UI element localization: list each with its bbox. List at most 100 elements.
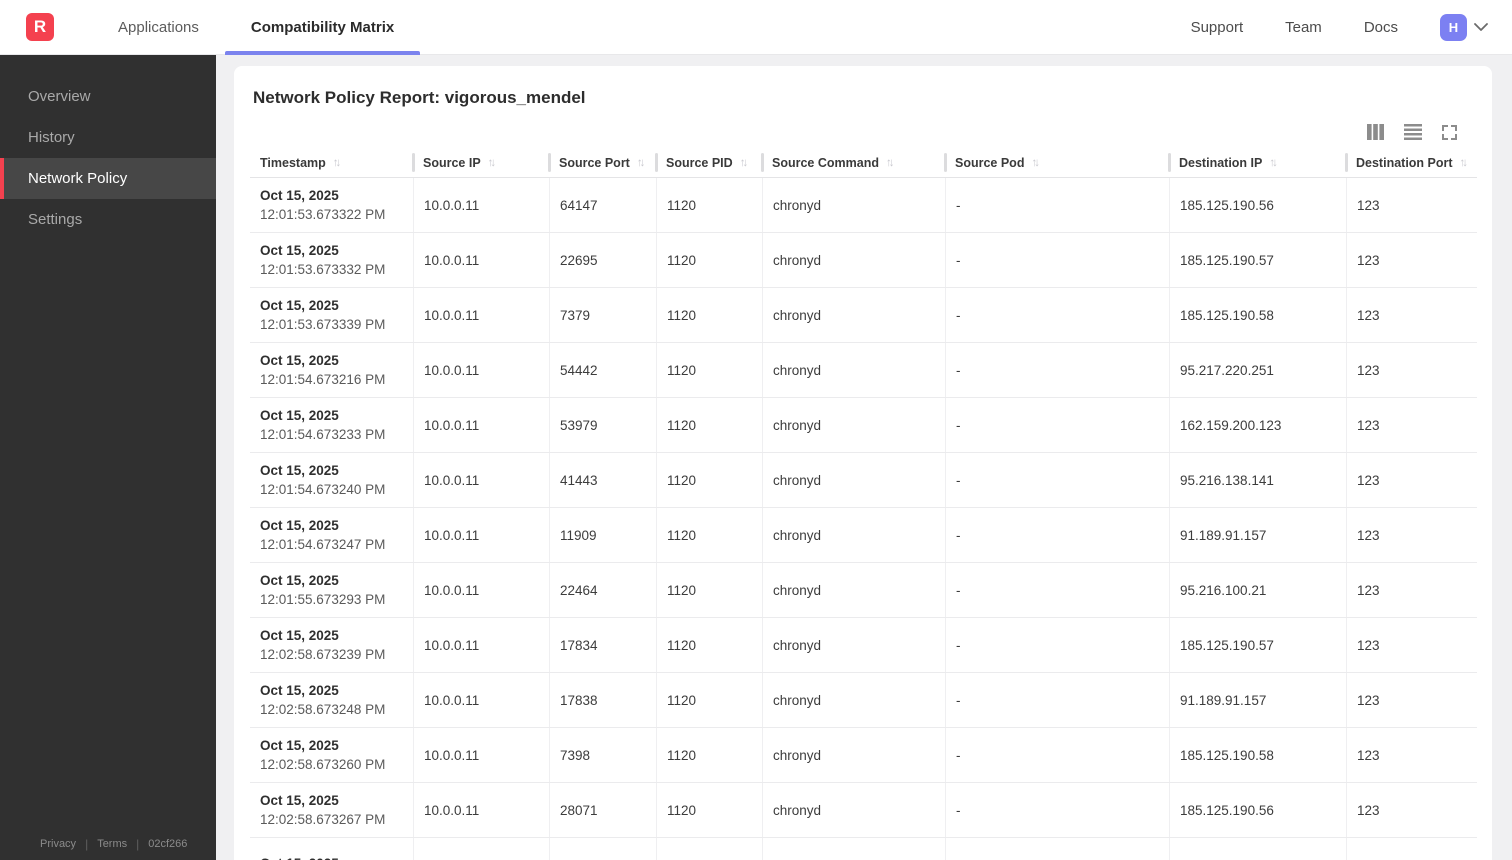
src-port-cell: 7398 (549, 728, 656, 782)
sort-icon[interactable]: ↑↓ (885, 156, 894, 169)
dst-ip-cell: 95.217.220.251 (1169, 343, 1346, 397)
timestamp-date: Oct 15, 2025 (260, 188, 339, 203)
timestamp-time: 12:01:53.673339 PM (260, 317, 386, 332)
table-row: Oct 15, 2025 12:01:54.673247 PM 10.0.0.11 1… (250, 508, 1477, 563)
nav-link-team[interactable]: Team (1285, 18, 1322, 36)
table-row: Oct 15, 2025 12:02:58.673248 PM 10.0.0.11 1… (250, 673, 1477, 728)
src-pod-cell: - (945, 233, 1169, 287)
column-header-source-pid[interactable]: Source PID ↑↓ (655, 148, 762, 177)
sidebar-item-history[interactable]: History (28, 129, 75, 146)
sidebar-item-network-policy[interactable]: Network Policy (0, 158, 216, 199)
tab-compatibility-matrix[interactable]: Compatibility Matrix (224, 0, 421, 55)
src-port-cell (549, 838, 656, 860)
page-title: Network Policy Report: vigorous_mendel (253, 88, 586, 107)
timestamp-date: Oct 15, 2025 (260, 408, 339, 423)
src-pod-cell (945, 838, 1169, 860)
src-port-cell: 64147 (549, 178, 656, 232)
column-header-destination-port[interactable]: Destination Port ↑↓ (1345, 148, 1477, 177)
column-header-source-port[interactable]: Source Port ↑↓ (548, 148, 656, 177)
sort-icon[interactable]: ↑↓ (739, 156, 748, 169)
timestamp-cell: Oct 15, 2025 12:02:58.673260 PM (250, 728, 413, 782)
dst-ip-cell: 185.125.190.57 (1169, 233, 1346, 287)
timestamp-time: 12:01:54.673216 PM (260, 372, 386, 387)
src-pid-cell: 1120 (656, 453, 762, 507)
column-header-label: Timestamp (260, 155, 326, 170)
src-cmd-cell: chronyd (762, 288, 945, 342)
column-header-destination-ip[interactable]: Destination IP ↑↓ (1168, 148, 1346, 177)
table-row: Oct 15, 2025 12:02:58.673260 PM 10.0.0.11 7… (250, 728, 1477, 783)
timestamp-date: Oct 15, 2025 (260, 518, 339, 533)
dst-port-cell (1346, 838, 1477, 860)
src-ip-cell: 10.0.0.11 (413, 398, 549, 452)
src-pid-cell: 1120 (656, 288, 762, 342)
dst-port-cell: 123 (1346, 783, 1477, 837)
sort-icon[interactable]: ↑↓ (1269, 156, 1277, 169)
timestamp-time: 12:02:58.673260 PM (260, 757, 386, 772)
table-row: Oct 15, 2025 12:01:53.673322 PM 10.0.0.11 6… (250, 178, 1477, 233)
timestamp-date: Oct 15, 2025 (260, 738, 339, 753)
src-pid-cell: 1120 (656, 728, 762, 782)
nav-right: Support Team Docs H (1190, 13, 1488, 41)
column-resize-handle[interactable] (1345, 153, 1348, 172)
src-pod-cell: - (945, 618, 1169, 672)
column-header-timestamp[interactable]: Timestamp ↑↓ (250, 148, 413, 177)
column-resize-handle[interactable] (412, 153, 415, 172)
app-logo[interactable]: R (26, 13, 54, 41)
src-ip-cell (413, 838, 549, 860)
privacy-link[interactable]: Privacy (40, 838, 77, 850)
sort-icon[interactable]: ↑↓ (1459, 156, 1468, 169)
timestamp-date: Oct 15, 2025 (260, 856, 339, 860)
column-resize-handle[interactable] (548, 153, 551, 172)
sort-icon[interactable]: ↑↓ (636, 156, 645, 169)
dst-port-cell: 123 (1346, 673, 1477, 727)
src-pid-cell: 1120 (656, 343, 762, 397)
column-resize-handle[interactable] (1168, 153, 1171, 172)
timestamp-date: Oct 15, 2025 (260, 683, 339, 698)
src-ip-cell: 10.0.0.11 (413, 563, 549, 617)
sort-icon[interactable]: ↑↓ (1031, 156, 1039, 169)
sidebar-item-overview[interactable]: Overview (28, 88, 91, 105)
rows-view-icon[interactable] (1404, 124, 1422, 140)
dst-port-cell: 123 (1346, 453, 1477, 507)
sort-icon[interactable]: ↑↓ (487, 156, 496, 169)
page-layout: Overview History Network Policy Settings… (0, 55, 1512, 860)
chevron-down-icon[interactable] (1474, 23, 1488, 31)
column-resize-handle[interactable] (761, 153, 764, 172)
terms-link[interactable]: Terms (97, 838, 128, 850)
column-header-source-ip[interactable]: Source IP ↑↓ (412, 148, 549, 177)
main-content: Network Policy Report: vigorous_mendel T… (216, 55, 1512, 860)
timestamp-cell: Oct 15, 2025 (250, 838, 413, 860)
columns-view-icon[interactable] (1367, 124, 1384, 140)
src-port-cell: 28071 (549, 783, 656, 837)
column-resize-handle[interactable] (655, 153, 658, 172)
column-header-label: Source IP (423, 155, 481, 170)
timestamp-date: Oct 15, 2025 (260, 628, 339, 643)
src-ip-cell: 10.0.0.11 (413, 508, 549, 562)
timestamp-cell: Oct 15, 2025 12:01:53.673332 PM (250, 233, 413, 287)
dst-ip-cell (1169, 838, 1346, 860)
dst-ip-cell: 185.125.190.58 (1169, 728, 1346, 782)
tab-applications[interactable]: Applications (118, 18, 199, 36)
column-header-label: Destination Port (1356, 155, 1453, 170)
src-pod-cell: - (945, 398, 1169, 452)
src-pid-cell: 1120 (656, 508, 762, 562)
nav-link-support[interactable]: Support (1190, 18, 1244, 36)
fullscreen-icon[interactable] (1442, 124, 1457, 140)
sidebar-item-settings[interactable]: Settings (28, 211, 83, 228)
dst-ip-cell: 185.125.190.58 (1169, 288, 1346, 342)
column-header-source-pod[interactable]: Source Pod ↑↓ (944, 148, 1169, 177)
dst-ip-cell: 185.125.190.57 (1169, 618, 1346, 672)
sort-icon[interactable]: ↑↓ (332, 156, 341, 169)
src-cmd-cell (762, 838, 945, 860)
table-row: Oct 15, 2025 12:01:53.673339 PM 10.0.0.11 7… (250, 288, 1477, 343)
column-header-source-command[interactable]: Source Command ↑↓ (761, 148, 945, 177)
nav-link-docs[interactable]: Docs (1363, 18, 1398, 36)
column-header-label: Source Pod (955, 155, 1025, 170)
src-cmd-cell: chronyd (762, 398, 945, 452)
column-resize-handle[interactable] (944, 153, 947, 172)
src-cmd-cell: chronyd (762, 783, 945, 837)
dst-port-cell: 123 (1346, 728, 1477, 782)
src-cmd-cell: chronyd (762, 673, 945, 727)
dst-port-cell: 123 (1346, 618, 1477, 672)
user-avatar[interactable]: H (1440, 13, 1467, 41)
